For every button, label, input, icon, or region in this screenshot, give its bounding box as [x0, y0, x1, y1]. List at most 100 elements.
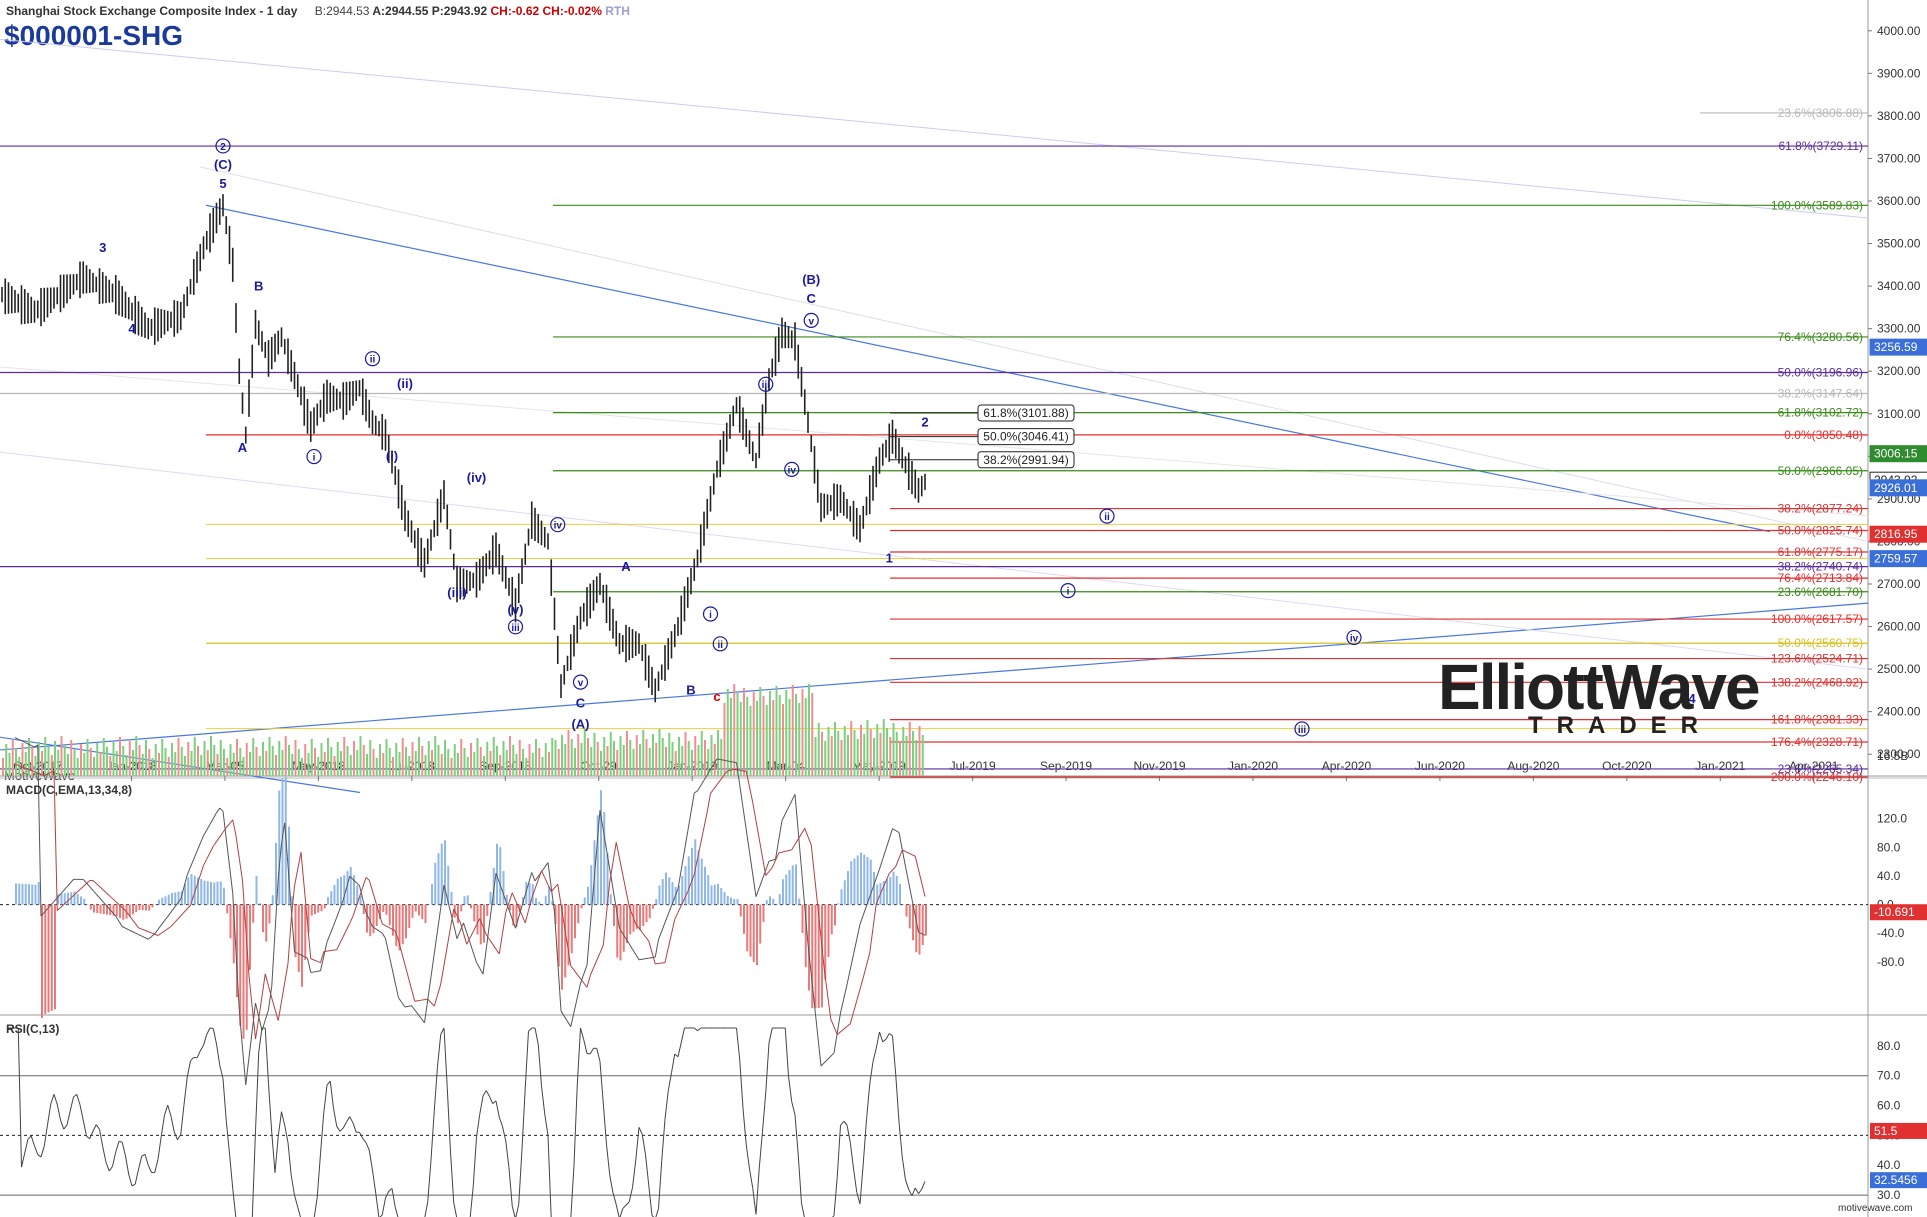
- macd-histogram-bar: [564, 904, 567, 978]
- rsi-line: [495, 1100, 500, 1118]
- macd-signal-line: [726, 769, 731, 773]
- macd-signal-line: [869, 928, 874, 953]
- volume-bar: [600, 751, 602, 776]
- rsi-line: [297, 1207, 301, 1217]
- volume-bar: [193, 737, 196, 776]
- macd-line: [216, 807, 221, 814]
- macd-signal-line: [612, 842, 617, 863]
- rsi-line: [56, 1104, 61, 1121]
- wave-label: v: [578, 678, 584, 689]
- rsi-line: [479, 1095, 484, 1115]
- macd-line: [882, 848, 887, 860]
- macd-line: [92, 890, 97, 895]
- rsi-line: [134, 1169, 139, 1185]
- macd-line: [654, 939, 659, 958]
- macd-signal-line: [823, 968, 828, 995]
- volume-bar: [837, 731, 840, 776]
- wave-label: i: [1067, 587, 1070, 598]
- macd-line: [245, 1057, 250, 1085]
- macd-line: [706, 769, 711, 776]
- volume-bar: [466, 757, 469, 776]
- macd-line: [547, 862, 552, 888]
- macd-histogram-bar: [772, 898, 775, 905]
- macd-line: [836, 1012, 841, 1033]
- macd-line: [849, 954, 854, 970]
- macd-line: [320, 956, 325, 971]
- macd-histogram-bar: [863, 854, 866, 905]
- rsi-line: [196, 1050, 201, 1059]
- macd-histogram-bar: [707, 875, 710, 905]
- volume-bar: [388, 748, 391, 776]
- macd-signal-line: [50, 770, 55, 773]
- macd-histogram-bar: [122, 904, 125, 920]
- macd-line: [456, 930, 461, 939]
- volume-bar: [180, 747, 183, 776]
- macd-line: [31, 745, 35, 748]
- macd-histogram-bar: [216, 881, 219, 905]
- macd-line: [307, 958, 312, 973]
- macd-line: [661, 922, 666, 932]
- macd-histogram-bar: [515, 904, 518, 927]
- wave-label: A: [621, 559, 631, 574]
- rsi-line: [541, 1085, 546, 1115]
- macd-signal-line: [394, 930, 399, 941]
- volume-bar: [518, 740, 521, 776]
- change-value: CH:-0.62: [490, 4, 540, 18]
- volume-bar: [405, 747, 407, 776]
- wave-label-circle: [758, 376, 774, 392]
- macd-signal-line: [664, 948, 669, 963]
- macd-histogram-bar: [574, 904, 576, 939]
- rsi-title: RSI(C,13): [6, 1022, 60, 1036]
- macd-histogram-bar: [375, 904, 378, 927]
- macd-line: [511, 918, 516, 929]
- volume-bar: [148, 749, 151, 776]
- volume-bar: [691, 750, 693, 776]
- macd-signal-line: [794, 838, 799, 845]
- wave-label: iv: [554, 521, 563, 532]
- macd-signal-line: [476, 918, 481, 926]
- rsi-line: [895, 1074, 900, 1123]
- wave-label: ii: [370, 355, 376, 366]
- price-tick-label: 2600.00: [1877, 620, 1921, 634]
- macd-line: [671, 897, 676, 906]
- macd-line: [472, 952, 477, 963]
- rsi-tick-label: 80.0: [1877, 1039, 1901, 1053]
- macd-histogram-bar: [538, 901, 541, 905]
- macd-histogram-bar: [180, 891, 183, 905]
- volume-bar: [668, 733, 671, 776]
- macd-line: [235, 951, 240, 1010]
- macd-signal-line: [918, 869, 923, 884]
- macd-line: [768, 859, 773, 862]
- rsi-line: [914, 1187, 919, 1194]
- macd-signal-line: [248, 975, 253, 1008]
- volume-bar: [912, 731, 914, 776]
- volume-bar: [401, 738, 404, 776]
- macd-value-tag: [1870, 904, 1927, 921]
- volume-bar: [788, 699, 791, 776]
- volume-bar: [73, 749, 76, 776]
- rsi-line: [375, 1193, 380, 1217]
- rsi-line: [599, 1061, 604, 1104]
- macd-line: [232, 893, 237, 952]
- price-tick-label: 2300.00: [1877, 747, 1921, 761]
- macd-histogram-bar: [681, 875, 684, 905]
- boxed-level-label: 61.8%(3101.88): [983, 406, 1068, 420]
- wave-label: 1: [886, 551, 893, 566]
- volume-bar: [827, 727, 830, 776]
- volume-bar: [850, 721, 853, 776]
- fib-level-label: 61.8%(3729.11): [1778, 139, 1863, 153]
- volume-bar: [453, 744, 456, 776]
- price-tag-label: 2926.01: [1874, 481, 1918, 495]
- rsi-line: [658, 1160, 663, 1209]
- price-tick-label: 3800.00: [1877, 109, 1921, 123]
- macd-histogram-bar: [642, 904, 645, 926]
- macd-histogram-bar: [626, 904, 628, 944]
- rsi-line: [492, 1100, 497, 1105]
- volume-bar: [15, 748, 17, 776]
- volume-bar: [291, 754, 294, 776]
- macd-signal-line: [303, 887, 308, 924]
- macd-histogram-bar: [505, 894, 508, 905]
- volume-bar: [687, 741, 690, 776]
- volume-bar: [720, 739, 723, 776]
